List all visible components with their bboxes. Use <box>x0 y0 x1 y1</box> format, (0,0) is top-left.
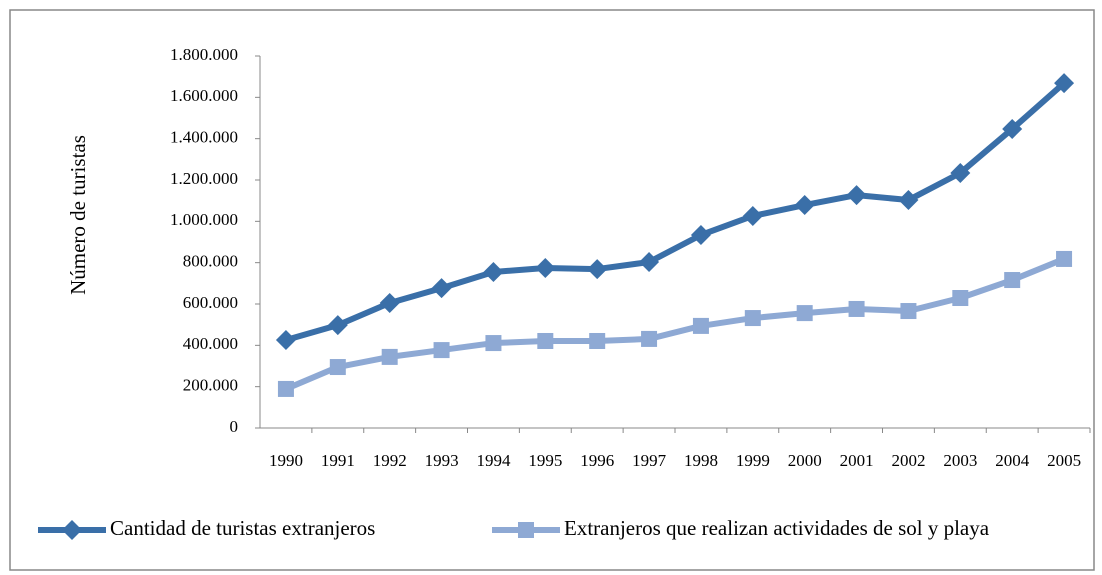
data-point <box>275 329 296 350</box>
data-point <box>639 252 660 273</box>
data-point <box>483 261 504 282</box>
data-point <box>900 303 917 320</box>
data-point <box>796 305 813 322</box>
data-point <box>952 290 969 307</box>
x-tick-label: 1994 <box>476 451 511 470</box>
y-axis-label: Número de turistas <box>66 135 90 295</box>
series-line <box>284 256 1066 392</box>
x-tick-label: 1998 <box>684 451 718 470</box>
legend-marker <box>518 522 534 538</box>
data-point <box>431 278 452 299</box>
x-tick-label: 1997 <box>632 451 667 470</box>
legend-label: Cantidad de turistas extranjeros <box>110 516 375 540</box>
y-tick-label: 1.800.000 <box>170 45 238 64</box>
y-tick-label: 1.600.000 <box>170 86 238 105</box>
data-point <box>950 162 971 183</box>
x-tick-label: 2001 <box>840 451 874 470</box>
legend-marker <box>62 520 82 540</box>
data-point <box>277 380 294 397</box>
data-point <box>1056 250 1073 267</box>
data-point <box>329 359 346 376</box>
x-tick-label: 1992 <box>373 451 407 470</box>
data-point <box>898 190 919 211</box>
data-point <box>587 259 608 280</box>
data-point <box>327 315 348 336</box>
data-point <box>537 332 554 349</box>
y-tick-label: 400.000 <box>183 334 238 353</box>
data-point <box>794 195 815 216</box>
x-tick-label: 1993 <box>425 451 459 470</box>
y-tick-label: 1.000.000 <box>170 210 238 229</box>
data-point <box>846 185 867 206</box>
x-tick-label: 2005 <box>1047 451 1081 470</box>
y-tick-label: 0 <box>230 417 239 436</box>
y-tick-label: 200.000 <box>183 376 238 395</box>
x-tick-label: 1996 <box>580 451 614 470</box>
x-tick-label: 2003 <box>943 451 977 470</box>
y-tick-label: 800.000 <box>183 252 238 271</box>
y-tick-label: 1.200.000 <box>170 169 238 188</box>
data-point <box>433 342 450 359</box>
x-tick-label: 1999 <box>736 451 770 470</box>
data-point <box>379 292 400 313</box>
data-point <box>690 224 711 245</box>
data-point <box>692 317 709 334</box>
data-point <box>744 310 761 327</box>
x-tick-label: 2002 <box>891 451 925 470</box>
data-point <box>1054 73 1075 94</box>
x-tick-label: 1995 <box>528 451 562 470</box>
x-tick-label: 1990 <box>269 451 303 470</box>
x-tick-label: 2000 <box>788 451 822 470</box>
data-point <box>641 330 658 347</box>
data-point <box>1004 272 1021 289</box>
data-point <box>848 300 865 317</box>
data-point <box>742 205 763 226</box>
data-point <box>535 258 556 279</box>
data-point <box>589 332 606 349</box>
data-point <box>485 335 502 352</box>
y-tick-label: 1.400.000 <box>170 128 238 147</box>
series-line <box>285 80 1067 343</box>
legend-label: Extranjeros que realizan actividades de … <box>564 516 990 540</box>
chart-frame <box>9 9 1095 571</box>
data-point <box>1002 118 1023 139</box>
y-tick-label: 600.000 <box>183 293 238 312</box>
x-tick-label: 2004 <box>995 451 1030 470</box>
x-tick-label: 1991 <box>321 451 355 470</box>
data-point <box>381 348 398 365</box>
